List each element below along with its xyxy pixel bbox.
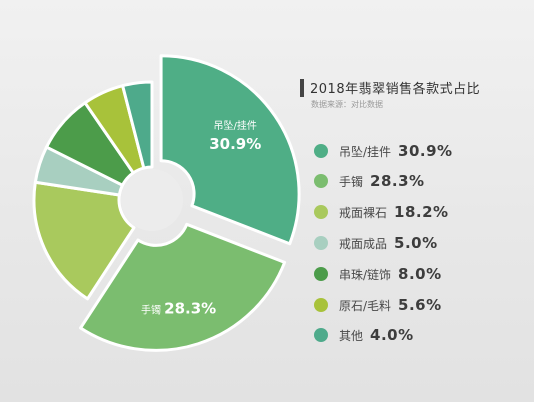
legend-label: 其他 xyxy=(339,328,364,343)
pie-slice xyxy=(79,222,287,352)
legend-item: 手镯 28.3% xyxy=(314,169,514,193)
legend-label: 串珠/链饰 xyxy=(339,267,392,282)
title-accent-bar xyxy=(300,79,304,97)
legend-item: 戒面裸石 18.2% xyxy=(314,200,514,224)
legend-label: 戒面裸石 xyxy=(339,205,388,220)
pie-slice xyxy=(121,80,154,170)
legend-swatch xyxy=(314,144,328,158)
legend-value: 5.6% xyxy=(398,296,442,314)
legend-value: 4.0% xyxy=(370,326,414,344)
slice-label-value: 30.9% xyxy=(209,135,261,153)
chart-title: 2018年翡翠销售各款式占比 xyxy=(310,82,481,97)
slice-label: 手镯 28.3% xyxy=(141,299,216,317)
legend-label: 戒面成品 xyxy=(339,236,388,251)
legend-item: 戒面成品 5.0% xyxy=(314,231,514,255)
slice-label-name: 吊坠/挂件 xyxy=(214,119,257,132)
chart-subtitle: 数据来源：对比数据 xyxy=(311,100,383,109)
pie-slice xyxy=(159,54,301,246)
legend-value: 8.0% xyxy=(398,265,442,283)
legend-item: 吊坠/挂件 30.9% xyxy=(314,139,514,163)
legend-value: 28.3% xyxy=(370,172,425,190)
legend-swatch xyxy=(314,328,328,342)
pie-slice xyxy=(32,180,136,301)
slice-label-name: 手镯 xyxy=(141,303,164,316)
legend-item: 串珠/链饰 8.0% xyxy=(314,262,514,286)
legend-label: 吊坠/挂件 xyxy=(339,144,392,159)
legend-item: 原石/毛料 5.6% xyxy=(314,293,514,317)
legend-swatch xyxy=(314,205,328,219)
slice-label-value: 28.3% xyxy=(164,299,216,317)
legend-label: 手镯 xyxy=(339,174,364,189)
legend-value: 30.9% xyxy=(398,142,453,160)
legend-swatch xyxy=(314,174,328,188)
legend-value: 5.0% xyxy=(394,234,438,252)
donut-hole xyxy=(121,169,183,231)
legend-swatch xyxy=(314,267,328,281)
legend-value: 18.2% xyxy=(394,203,449,221)
legend-item: 其他 4.0% xyxy=(314,323,514,347)
legend-swatch xyxy=(314,298,328,312)
legend-swatch xyxy=(314,236,328,250)
legend-label: 原石/毛料 xyxy=(339,298,392,313)
